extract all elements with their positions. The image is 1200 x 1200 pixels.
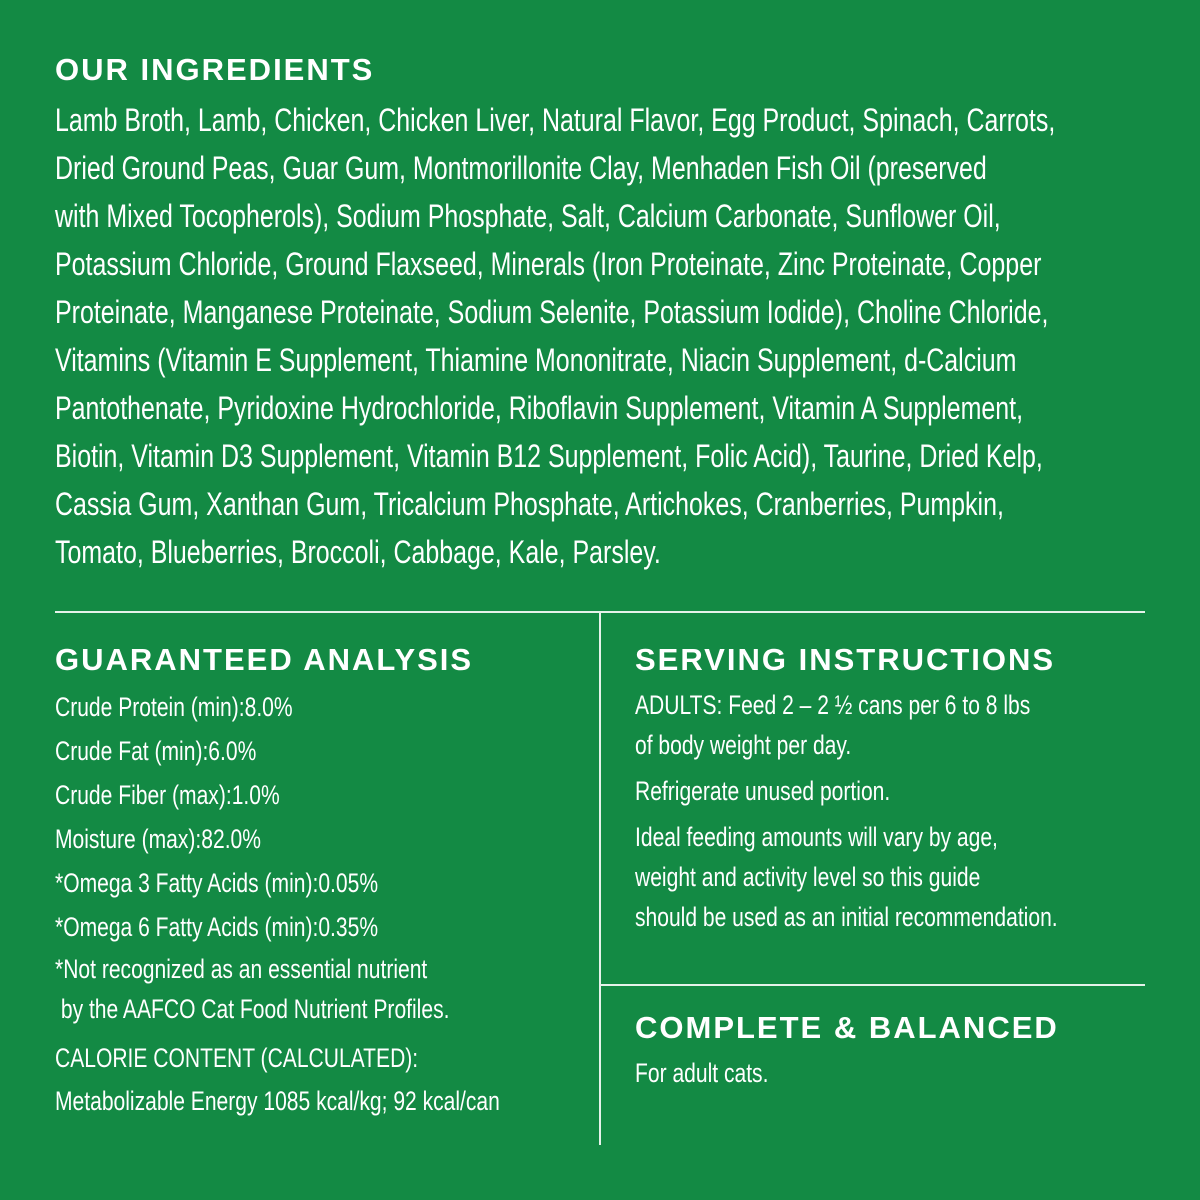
nutrient-value: 0.05% (318, 868, 379, 898)
ingredients-line: Lamb Broth, Lamb, Chicken, Chicken Liver… (55, 102, 1056, 138)
analysis-table: Crude Protein (min):8.0% Crude Fat (min)… (55, 685, 625, 1123)
nutrient-label: Crude Protein (min): (55, 692, 245, 722)
divider-vertical (599, 612, 601, 1145)
ingredients-line: Cassia Gum, Xanthan Gum, Tricalcium Phos… (55, 486, 1004, 522)
ingredients-title: OUR INGREDIENTS (55, 52, 375, 87)
serving-line: Ideal feeding amounts will vary by age, (635, 822, 998, 852)
ingredients-list: Lamb Broth, Lamb, Chicken, Chicken Liver… (55, 96, 1200, 576)
ingredients-line: with Mixed Tocopherols), Sodium Phosphat… (55, 198, 1001, 234)
analysis-title: GUARANTEED ANALYSIS (55, 642, 474, 677)
complete-text: For adult cats. (635, 1051, 806, 1095)
analysis-row: *Omega 3 Fatty Acids (min):0.05% (55, 861, 500, 905)
nutrient-label: Crude Fiber (max): (55, 780, 232, 810)
ingredients-line: Pantothenate, Pyridoxine Hydrochloride, … (55, 390, 1024, 426)
nutrient-label: *Omega 3 Fatty Acids (min): (55, 868, 319, 898)
calorie-value: Metabolizable Energy 1085 kcal/kg; 92 kc… (55, 1086, 500, 1116)
nutrient-value: 82.0% (201, 824, 261, 854)
ingredients-line: Vitamins (Vitamin E Supplement, Thiamine… (55, 342, 1017, 378)
nutrient-value: 8.0% (244, 692, 293, 722)
complete-line: For adult cats. (635, 1058, 769, 1088)
nutrient-value: 1.0% (231, 780, 280, 810)
ingredients-line: Proteinate, Manganese Proteinate, Sodium… (55, 294, 1049, 330)
calorie-heading: CALORIE CONTENT (CALCULATED): (55, 1043, 419, 1073)
ingredients-line: Biotin, Vitamin D3 Supplement, Vitamin B… (55, 438, 1043, 474)
serving-title: SERVING INSTRUCTIONS (635, 642, 1056, 677)
analysis-row: Moisture (max):82.0% (55, 817, 500, 861)
serving-line: weight and activity level so this guide (635, 862, 981, 892)
serving-text: ADULTS: Feed 2 – 2 ½ cans per 6 to 8 lbs… (635, 685, 1177, 937)
ingredients-line: Potassium Chloride, Ground Flaxseed, Min… (55, 246, 1042, 282)
analysis-row: *Omega 6 Fatty Acids (min):0.35% (55, 905, 500, 949)
nutrient-value: 6.0% (208, 736, 257, 766)
serving-line: ADULTS: Feed 2 – 2 ½ cans per 6 to 8 lbs (635, 690, 1031, 720)
nutrient-label: *Omega 6 Fatty Acids (min): (55, 912, 319, 942)
ingredients-line: Tomato, Blueberries, Broccoli, Cabbage, … (55, 534, 661, 570)
analysis-row: Crude Protein (min):8.0% (55, 685, 500, 729)
nutrient-label: Crude Fat (min): (55, 736, 209, 766)
serving-line: Refrigerate unused portion. (635, 776, 891, 806)
analysis-row: Crude Fiber (max):1.0% (55, 773, 500, 817)
analysis-note: by the AAFCO Cat Food Nutrient Profiles. (55, 994, 450, 1024)
nutrient-label: Moisture (max): (55, 824, 202, 854)
serving-line: of body weight per day. (635, 730, 852, 760)
analysis-note: *Not recognized as an essential nutrient (55, 954, 428, 984)
complete-title: COMPLETE & BALANCED (635, 1010, 1059, 1045)
nutrient-value: 0.35% (318, 912, 379, 942)
serving-line: should be used as an initial recommendat… (635, 902, 1058, 932)
divider-right (600, 984, 1145, 986)
ingredients-line: Dried Ground Peas, Guar Gum, Montmorillo… (55, 150, 987, 186)
analysis-row: Crude Fat (min):6.0% (55, 729, 500, 773)
